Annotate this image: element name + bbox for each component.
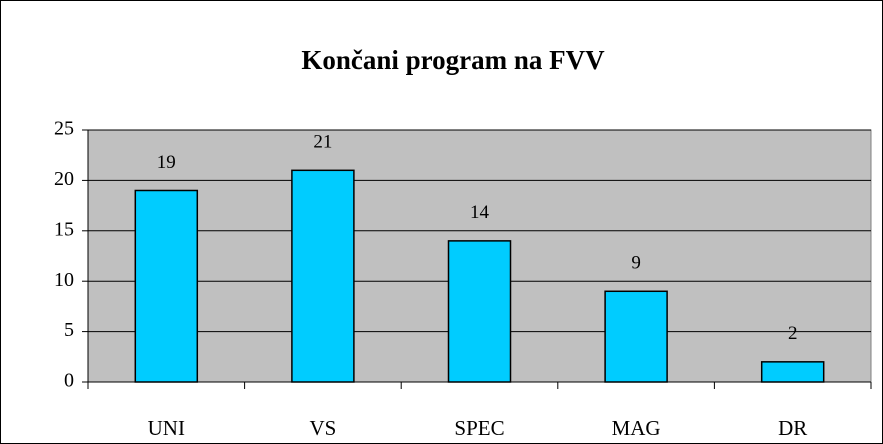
data-label: 2 bbox=[788, 323, 798, 344]
y-tick-label: 15 bbox=[54, 218, 74, 240]
y-tick-label: 10 bbox=[54, 269, 74, 291]
data-label: 21 bbox=[313, 132, 332, 153]
bar bbox=[447, 240, 512, 383]
y-tick-label: 25 bbox=[54, 118, 74, 140]
y-tick-label: 20 bbox=[54, 168, 74, 190]
y-tick-label: 5 bbox=[64, 319, 74, 341]
data-label: 19 bbox=[157, 152, 176, 173]
data-label: 14 bbox=[470, 202, 490, 223]
bar bbox=[134, 189, 199, 383]
bar bbox=[291, 169, 355, 383]
x-tick-label: MAG bbox=[612, 416, 661, 440]
bar bbox=[760, 361, 825, 383]
y-tick-label: 0 bbox=[64, 370, 74, 392]
x-tick-label: DR bbox=[778, 416, 807, 440]
bar bbox=[604, 290, 668, 383]
data-label: 9 bbox=[631, 253, 641, 274]
x-tick-label: UNI bbox=[148, 416, 185, 440]
chart-title: Končani program na FVV bbox=[301, 45, 605, 75]
x-tick-label: VS bbox=[309, 416, 336, 440]
x-tick-label: SPEC bbox=[454, 416, 504, 440]
